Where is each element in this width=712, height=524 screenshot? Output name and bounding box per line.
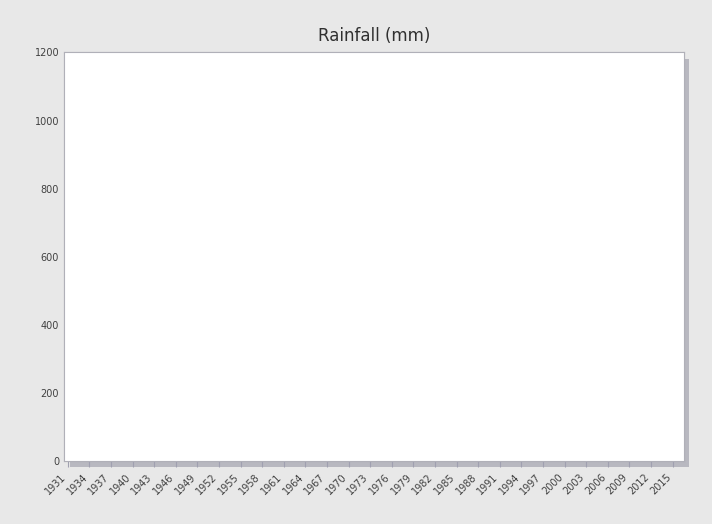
Title: Rainfall (mm): Rainfall (mm) <box>318 27 430 45</box>
